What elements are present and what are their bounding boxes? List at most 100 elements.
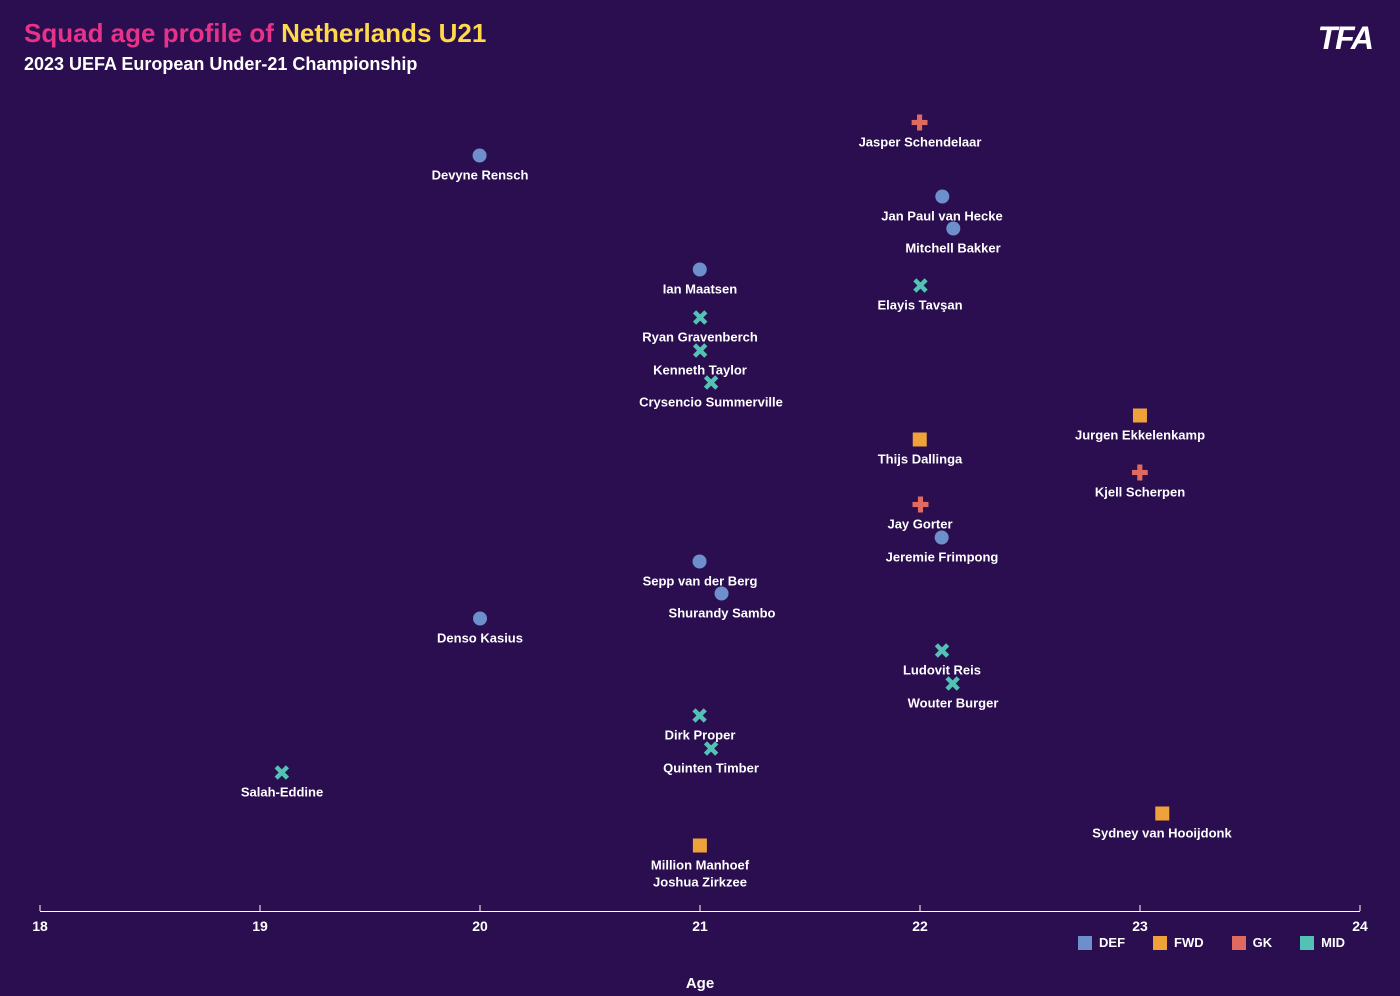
fwd-marker (912, 432, 928, 448)
player-point: Shurandy Sambo (669, 586, 776, 621)
mid-marker (274, 765, 290, 781)
player-point: Jeremie Frimpong (886, 529, 999, 564)
gk-marker (1132, 464, 1148, 480)
legend-item-gk: GK (1232, 935, 1273, 950)
player-label: Quinten Timber (663, 760, 759, 775)
def-marker (692, 261, 708, 277)
fwd-marker (1154, 805, 1170, 821)
player-point: Ryan Gravenberch (642, 310, 758, 345)
def-marker (472, 610, 488, 626)
x-tick (1360, 905, 1361, 911)
player-label: Jeremie Frimpong (886, 549, 999, 564)
player-point: Salah-Eddine (241, 765, 323, 800)
title-highlight: Netherlands U21 (281, 18, 486, 48)
x-tick-label: 23 (1132, 918, 1148, 934)
player-point: Elayis Tavşan (877, 277, 962, 312)
player-label: Denso Kasius (437, 630, 523, 645)
chart-title: Squad age profile of Netherlands U21 (24, 18, 486, 49)
def-marker (472, 147, 488, 163)
player-point: Kenneth Taylor (653, 342, 747, 377)
legend-swatch (1232, 936, 1246, 950)
x-tick-label: 19 (252, 918, 268, 934)
legend-item-fwd: FWD (1153, 935, 1204, 950)
player-point: Wouter Burger (908, 675, 999, 710)
player-point: Mitchell Bakker (905, 221, 1000, 256)
player-point: Million Manhoef (651, 838, 749, 873)
player-point: Crysencio Summerville (639, 375, 783, 410)
x-tick-label: 24 (1352, 918, 1368, 934)
mid-marker (692, 708, 708, 724)
player-label: Elayis Tavşan (877, 297, 962, 312)
player-point: Devyne Rensch (432, 147, 529, 182)
fwd-marker (1132, 407, 1148, 423)
player-label: Crysencio Summerville (639, 395, 783, 410)
x-tick (1140, 905, 1141, 911)
x-tick (480, 905, 481, 911)
gk-marker (912, 115, 928, 131)
chart-root: Squad age profile of Netherlands U21 202… (0, 0, 1400, 996)
legend-swatch (1153, 936, 1167, 950)
def-marker (692, 553, 708, 569)
def-marker (945, 221, 961, 237)
def-marker (934, 188, 950, 204)
x-tick (700, 905, 701, 911)
mid-marker (703, 375, 719, 391)
legend-item-mid: MID (1300, 935, 1345, 950)
title-prefix: Squad age profile of (24, 18, 281, 48)
brand-logo: TFA (1318, 20, 1372, 57)
player-label: Thijs Dallinga (878, 452, 963, 467)
player-label: Devyne Rensch (432, 167, 529, 182)
x-tick-label: 18 (32, 918, 48, 934)
player-label: Sydney van Hooijdonk (1092, 825, 1231, 840)
def-marker (934, 529, 950, 545)
player-point: Kjell Scherpen (1095, 464, 1185, 499)
fwd-marker (692, 838, 708, 854)
player-label: Shurandy Sambo (669, 606, 776, 621)
player-label: Mitchell Bakker (905, 241, 1000, 256)
x-tick-label: 21 (692, 918, 708, 934)
legend-swatch (1078, 936, 1092, 950)
mid-marker (934, 643, 950, 659)
player-point: Jay Gorter (887, 497, 952, 532)
mid-marker (912, 277, 928, 293)
legend-item-def: DEF (1078, 935, 1125, 950)
legend-label: MID (1321, 935, 1345, 950)
player-point: Ian Maatsen (663, 261, 737, 296)
player-label: Jurgen Ekkelenkamp (1075, 427, 1205, 442)
player-point: Jan Paul van Hecke (881, 188, 1002, 223)
player-label: Joshua Zirkzee (653, 874, 747, 889)
plot-area: 18192021222324 Jasper SchendelaarDevyne … (40, 100, 1360, 936)
player-label: Wouter Burger (908, 695, 999, 710)
player-point: Ludovit Reis (903, 643, 981, 678)
x-tick (260, 905, 261, 911)
legend-swatch (1300, 936, 1314, 950)
player-point: Sepp van der Berg (643, 553, 758, 588)
player-point: Sydney van Hooijdonk (1092, 805, 1231, 840)
gk-marker (912, 497, 928, 513)
player-point: Jurgen Ekkelenkamp (1075, 407, 1205, 442)
mid-marker (945, 675, 961, 691)
legend: DEF FWD GK MID (1078, 935, 1345, 950)
player-point: Quinten Timber (663, 740, 759, 775)
player-label: Jasper Schendelaar (859, 135, 982, 150)
player-point: Dirk Proper (665, 708, 736, 743)
chart-subtitle: 2023 UEFA European Under-21 Championship (24, 54, 417, 75)
player-point: Denso Kasius (437, 610, 523, 645)
mid-marker (703, 740, 719, 756)
x-tick (40, 905, 41, 911)
legend-label: GK (1253, 935, 1273, 950)
x-tick-label: 22 (912, 918, 928, 934)
player-point: Joshua Zirkzee (653, 870, 747, 889)
x-tick-label: 20 (472, 918, 488, 934)
x-tick (920, 905, 921, 911)
x-axis-line (40, 911, 1360, 912)
legend-label: FWD (1174, 935, 1204, 950)
x-axis-title: Age (686, 975, 714, 992)
player-label: Kjell Scherpen (1095, 484, 1185, 499)
def-marker (714, 586, 730, 602)
legend-label: DEF (1099, 935, 1125, 950)
player-point: Jasper Schendelaar (859, 115, 982, 150)
player-label: Salah-Eddine (241, 785, 323, 800)
player-label: Ian Maatsen (663, 281, 737, 296)
mid-marker (692, 342, 708, 358)
